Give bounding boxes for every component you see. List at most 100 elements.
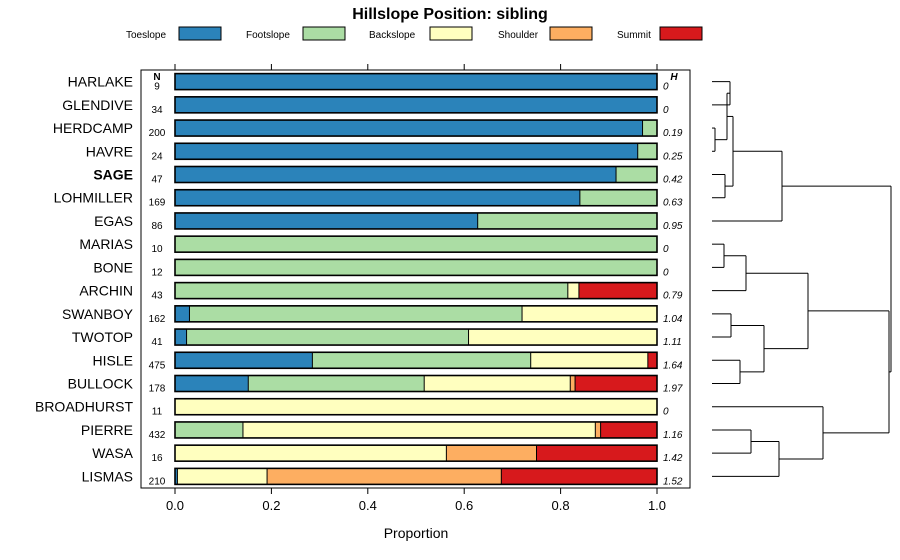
n-value-harlake: 9 xyxy=(154,82,160,93)
h-value-swanboy: 1.04 xyxy=(663,314,683,325)
bar-row-pierre xyxy=(174,421,658,439)
bar-row-marias xyxy=(174,235,658,253)
chart-title: Hillslope Position: sibling xyxy=(352,6,548,23)
n-value-marias: 10 xyxy=(151,244,163,255)
bar-segment-lohmiller-toeslope xyxy=(175,189,580,206)
bar-row-swanboy xyxy=(174,305,658,323)
bar-segment-swanboy-footslope xyxy=(189,305,523,322)
category-label-bone: BONE xyxy=(93,259,133,275)
bar-segment-swanboy-toeslope xyxy=(175,305,190,322)
bar-segment-bullock-backslope xyxy=(424,375,571,392)
bar-segment-wasa-backslope xyxy=(175,445,447,462)
legend-label-backslope: Backslope xyxy=(369,30,416,41)
bar-segment-hisle-backslope xyxy=(530,352,648,369)
n-value-hisle: 475 xyxy=(149,360,166,371)
n-value-egas: 86 xyxy=(151,221,163,232)
x-tick-label-1: 0.2 xyxy=(262,498,280,513)
bar-segment-sage-toeslope xyxy=(175,166,617,183)
bar-segment-hisle-summit xyxy=(647,352,657,369)
bar-segment-pierre-shoulder xyxy=(595,421,601,438)
bar-row-lohmiller xyxy=(174,188,658,207)
n-value-bone: 12 xyxy=(151,267,163,278)
n-value-sage: 47 xyxy=(151,175,163,186)
bar-segment-twotop-backslope xyxy=(468,329,657,346)
n-value-wasa: 16 xyxy=(151,453,163,464)
h-value-broadhurst: 0 xyxy=(663,407,669,418)
bar-segment-bullock-toeslope xyxy=(175,375,249,392)
bar-row-sage xyxy=(174,165,658,184)
n-value-bullock: 178 xyxy=(149,384,166,395)
category-label-lohmiller: LOHMILLER xyxy=(54,190,133,206)
bar-outline-swanboy xyxy=(174,305,658,323)
h-value-sage: 0.42 xyxy=(663,175,683,186)
bar-segment-lismas-backslope xyxy=(177,468,268,485)
bar-segment-bullock-summit xyxy=(575,375,657,392)
bar-segment-pierre-summit xyxy=(600,421,657,438)
n-value-herdcamp: 200 xyxy=(149,128,166,139)
n-value-havre: 24 xyxy=(151,151,163,162)
bar-outline-herdcamp xyxy=(174,119,658,137)
plot-frame xyxy=(140,69,691,489)
bar-outline-glendive xyxy=(174,96,658,114)
bar-segment-archin-summit xyxy=(578,282,657,299)
x-axis-label: Proportion xyxy=(384,525,449,541)
bar-segment-pierre-backslope xyxy=(242,421,596,438)
bar-outline-bullock xyxy=(174,374,658,393)
category-label-marias: MARIAS xyxy=(79,236,133,252)
n-value-broadhurst: 11 xyxy=(152,407,163,418)
bar-segment-lismas-shoulder xyxy=(267,468,502,485)
legend-label-shoulder: Shoulder xyxy=(498,30,539,41)
category-label-herdcamp: HERDCAMP xyxy=(53,120,133,136)
bar-segment-havre-toeslope xyxy=(175,143,638,160)
category-label-swanboy: SWANBOY xyxy=(62,306,134,322)
h-value-wasa: 1.42 xyxy=(663,453,683,464)
category-label-sage: SAGE xyxy=(93,167,133,183)
bar-row-broadhurst xyxy=(174,397,658,416)
bar-segment-twotop-toeslope xyxy=(175,329,187,346)
category-label-bullock: BULLOCK xyxy=(68,376,134,392)
h-value-hisle: 1.64 xyxy=(663,360,683,371)
bar-segment-bone-footslope xyxy=(175,259,657,276)
bar-segment-pierre-footslope xyxy=(175,421,243,438)
h-value-herdcamp: 0.19 xyxy=(663,128,683,139)
bar-segment-sage-footslope xyxy=(616,166,657,183)
bar-outline-twotop xyxy=(174,328,658,346)
x-tick-label-5: 1.0 xyxy=(648,498,666,513)
bar-outline-lismas xyxy=(174,467,658,486)
category-label-wasa: WASA xyxy=(92,445,133,461)
bar-row-glendive xyxy=(174,96,658,114)
bar-outline-hisle xyxy=(174,351,658,370)
bar-outline-marias xyxy=(174,235,658,253)
bar-segment-lismas-summit xyxy=(501,468,657,485)
category-label-harlake: HARLAKE xyxy=(68,74,133,90)
bar-outline-havre xyxy=(174,142,658,161)
bar-outline-harlake xyxy=(174,72,658,91)
bar-row-bone xyxy=(174,258,658,277)
n-value-glendive: 34 xyxy=(151,105,163,116)
category-label-broadhurst: BROADHURST xyxy=(35,399,133,415)
category-label-havre: HAVRE xyxy=(86,143,133,159)
legend-swatch-toeslope xyxy=(178,26,222,41)
x-tick-label-2: 0.4 xyxy=(359,498,377,513)
category-label-hisle: HISLE xyxy=(93,352,133,368)
n-value-lohmiller: 169 xyxy=(149,198,166,209)
n-value-archin: 43 xyxy=(151,291,163,302)
x-axis: 0.0 0.2 0.4 0.6 0.8 1.0 xyxy=(166,64,666,513)
bar-segment-archin-backslope xyxy=(567,282,579,299)
bar-row-lismas xyxy=(174,467,658,486)
bar-segment-lismas-toeslope xyxy=(175,468,178,485)
bar-segment-bullock-shoulder xyxy=(570,375,576,392)
bar-row-egas xyxy=(174,212,658,230)
legend-swatch-backslope xyxy=(429,26,473,41)
bar-segment-egas-footslope xyxy=(477,212,657,229)
bar-outline-archin xyxy=(174,281,658,300)
bar-row-herdcamp xyxy=(174,119,658,137)
bar-segment-herdcamp-footslope xyxy=(642,120,657,137)
bar-segment-wasa-summit xyxy=(536,445,657,462)
bar-segment-lohmiller-footslope xyxy=(579,189,657,206)
legend-swatch-footslope xyxy=(302,26,346,41)
h-value-glendive: 0 xyxy=(663,105,669,116)
legend-label-toeslope: Toeslope xyxy=(126,30,166,41)
bar-segment-harlake-toeslope xyxy=(175,73,657,90)
